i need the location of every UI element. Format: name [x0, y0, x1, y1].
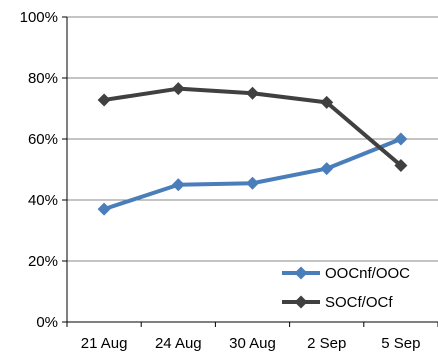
legend: OOCnf/OOC SOCf/OCf [282, 265, 410, 311]
y-tick-label: 60% [28, 131, 58, 148]
data-point [97, 202, 111, 216]
series-line [103, 137, 402, 212]
x-tick-label: 2 Sep [307, 335, 346, 352]
data-point [171, 178, 185, 192]
y-tick-label: 40% [28, 192, 58, 209]
y-tick-label: 20% [28, 253, 58, 270]
data-point [320, 95, 334, 109]
series-line [103, 86, 403, 168]
x-tick-label: 5 Sep [381, 335, 420, 352]
axes [62, 16, 438, 327]
gridlines [67, 16, 438, 262]
data-point [320, 162, 334, 176]
data-point [246, 176, 259, 190]
data-point [394, 132, 408, 146]
y-tick-label: 0% [36, 314, 58, 331]
data-point [97, 93, 111, 107]
legend-swatch-marker [294, 295, 308, 309]
data-point [171, 82, 185, 96]
legend-label: SOCf/OCf [325, 294, 393, 311]
y-tick-labels: 0% 20% 40% 60% 80% 100% [20, 9, 58, 331]
x-tick-label: 21 Aug [81, 335, 128, 352]
x-tick-label: 24 Aug [155, 335, 202, 352]
x-tick-label: 30 Aug [229, 335, 276, 352]
y-tick-label: 80% [28, 70, 58, 87]
legend-swatch-marker [294, 266, 308, 280]
y-tick-label: 100% [20, 9, 58, 26]
legend-label: OOCnf/OOC [325, 265, 410, 282]
data-point [246, 86, 259, 100]
data-point [394, 159, 408, 173]
x-tick-labels: 21 Aug 24 Aug 30 Aug 2 Sep 5 Sep [81, 335, 421, 352]
series [97, 82, 408, 216]
